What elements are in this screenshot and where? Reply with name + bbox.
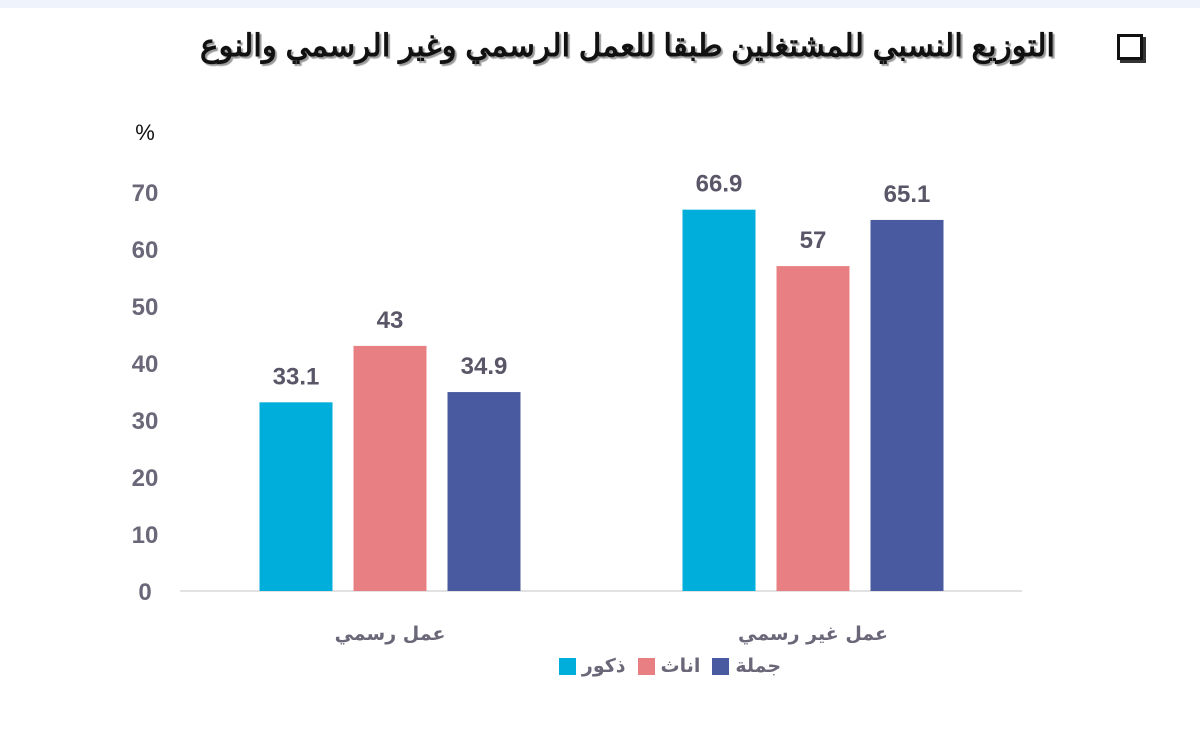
legend-item: ذكور: [558, 655, 626, 677]
top-band: [0, 0, 1200, 8]
bar: [682, 209, 756, 592]
bar: [776, 266, 850, 591]
bar: [353, 345, 427, 591]
bar: [870, 219, 944, 591]
legend-swatch: [712, 657, 730, 675]
legend-swatch: [637, 657, 655, 675]
y-tick-label: 60: [132, 237, 159, 264]
checkbox-square-icon: [1117, 34, 1143, 60]
y-tick-label: 70: [132, 180, 159, 207]
y-axis-unit: %: [135, 120, 155, 145]
bar: [447, 392, 521, 591]
data-label: 65.1: [884, 181, 931, 208]
legend-item: جملة: [712, 655, 781, 677]
y-tick-label: 10: [132, 522, 159, 549]
chart-title: التوزيع النسبي للمشتغلين طبقا للعمل الرس…: [199, 28, 1055, 63]
data-label: 57: [800, 227, 827, 254]
data-label: 66.9: [696, 171, 743, 198]
x-category-label: عمل غير رسمي: [738, 623, 888, 645]
y-tick-label: 50: [132, 294, 159, 321]
legend-label: اناث: [660, 655, 701, 677]
y-tick-label: 30: [132, 408, 159, 435]
data-label: 33.1: [273, 363, 320, 390]
y-tick-label: 40: [132, 351, 159, 378]
y-tick-label: 20: [132, 465, 159, 492]
legend-item: اناث: [637, 655, 701, 677]
y-tick-label: 0: [138, 579, 151, 606]
bar: [259, 402, 333, 591]
legend-label: جملة: [735, 655, 782, 677]
data-label: 43: [377, 307, 404, 334]
legend-swatch: [558, 657, 576, 675]
legend: جملة اناث ذكور: [0, 655, 1200, 677]
data-label: 34.9: [461, 353, 508, 380]
x-category-label: عمل رسمي: [335, 623, 446, 645]
legend-label: ذكور: [581, 655, 626, 677]
